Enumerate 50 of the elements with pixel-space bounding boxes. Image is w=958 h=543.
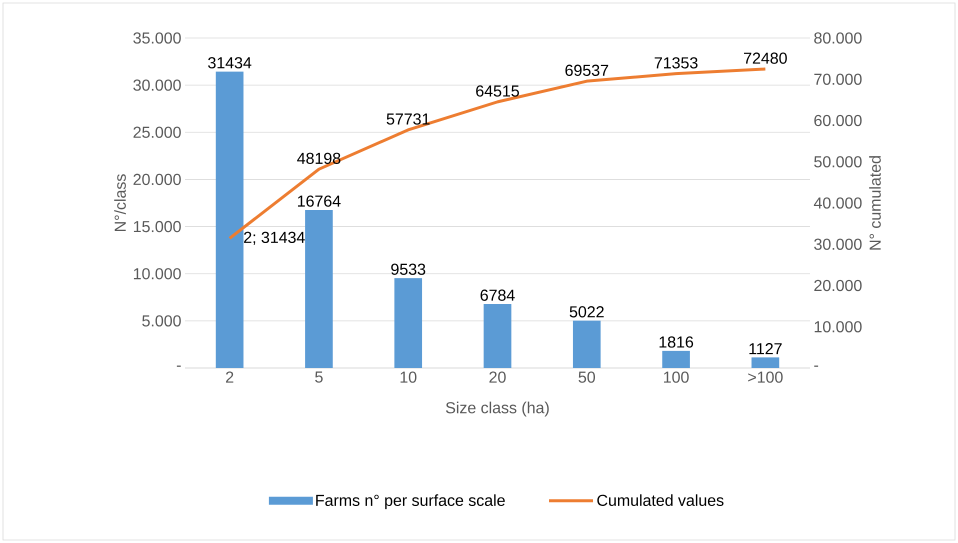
bar [216,72,244,368]
data-label: 1127 [749,343,782,354]
y-tick-label: 15.000 [134,220,181,232]
bar [572,320,601,368]
y2-tick-label: 20.000 [814,280,862,292]
bar [394,278,422,368]
x-tick-label: 100 [664,372,689,383]
data-label: 48198 [297,152,340,164]
y-tick-label: 20.000 [134,174,181,186]
legend-label: Farms n° per surface scale [316,494,505,510]
y2-tick-label: 60.000 [814,114,862,126]
data-label: 6784 [480,290,515,301]
x-tick-label: 20 [489,372,506,383]
data-label: 57731 [386,113,430,125]
y2-tick-label: 80.000 [814,32,862,44]
data-label: 9533 [391,264,426,275]
data-label: 69537 [565,64,608,76]
data-label: 72480 [744,52,787,64]
data-label: 31434 [208,57,252,68]
data-label: 5022 [570,306,604,318]
y2-tick-label: 10.000 [814,321,862,332]
x-tick-label: >100 [748,372,783,383]
y-tick-label: 25.000 [134,126,181,138]
y2-axis-title: N° cumulated [869,156,881,250]
x-tick-label: 50 [578,372,596,383]
legend-label: Cumulated values [597,494,724,506]
y2-tick-label: 70.000 [814,74,862,85]
y-tick-label: 5.000 [142,315,181,326]
y-axis-title: N°/class [114,174,126,232]
x-tick-label: 5 [315,372,323,383]
x-tick-label: 10 [400,372,416,383]
y-tick-label: - [176,366,181,367]
data-label: 16764 [298,195,341,207]
bar [752,357,780,368]
data-label: 71353 [654,57,698,68]
bar [484,304,512,368]
y2-tick-label: - [814,366,818,367]
data-label: 64515 [476,85,519,97]
data-label: 2; 31434 [244,232,305,245]
x-tick-label: 2 [226,372,234,383]
x-axis-title: Size class (ha) [446,402,549,416]
y-tick-label: 30.000 [133,80,181,91]
data-label: 1816 [660,336,694,348]
y2-tick-label: 30.000 [814,238,862,250]
bar [662,350,690,368]
y2-tick-label: 40.000 [814,197,862,209]
bar [305,210,333,368]
y-tick-label: 35.000 [133,32,181,44]
y2-tick-label: 50.000 [814,156,862,168]
y-tick-label: 10.000 [134,268,181,280]
